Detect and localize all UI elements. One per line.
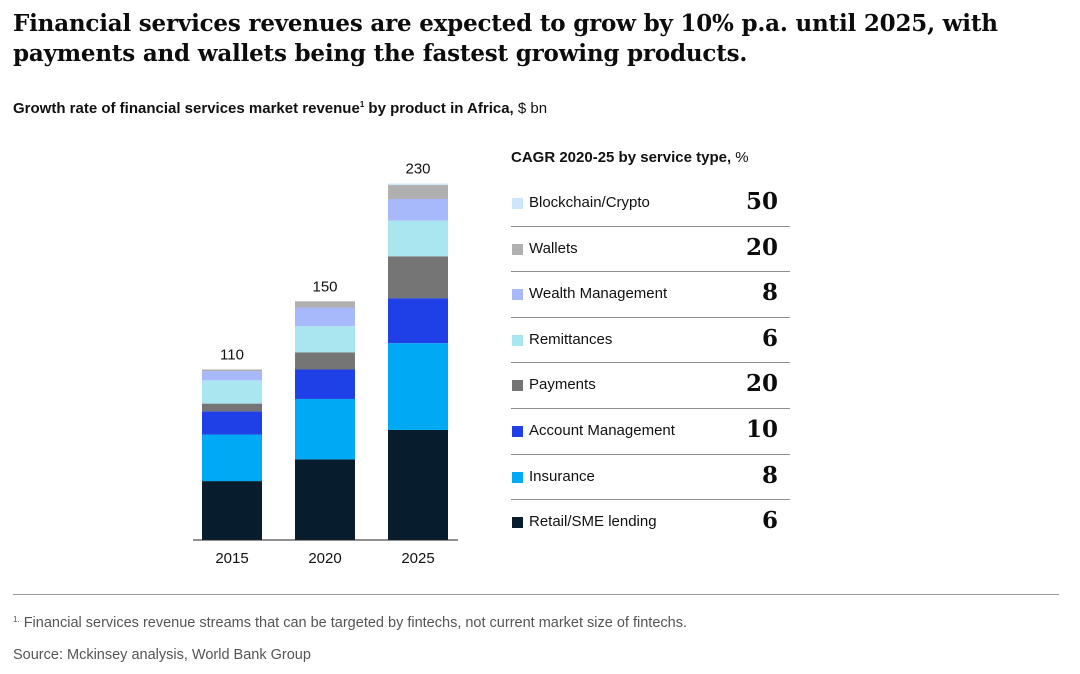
bar-total-label: 110 bbox=[220, 347, 244, 364]
bar-segment-2020-2 bbox=[295, 369, 355, 399]
legend-cagr-value: 50 bbox=[745, 188, 778, 215]
legend-swatch bbox=[512, 517, 523, 529]
bar-segment-2025-7 bbox=[388, 183, 448, 186]
footer-divider bbox=[13, 594, 1059, 595]
legend-title-text: CAGR 2020-25 by service type, bbox=[511, 149, 732, 166]
legend-row: Retail/SME lending 6 bbox=[511, 500, 790, 546]
legend-swatch bbox=[512, 198, 523, 209]
chart-headline: Financial services revenues are expected… bbox=[13, 10, 998, 67]
legend-row: Payments 20 bbox=[511, 363, 790, 409]
footnote-text: Financial services revenue streams that … bbox=[19, 615, 687, 631]
subtitle-text: Growth rate of financial services market… bbox=[13, 100, 360, 117]
legend-title-unit: % bbox=[731, 149, 749, 166]
footnote-mark: 1. bbox=[13, 615, 20, 624]
bar-segment-2015-0 bbox=[202, 481, 262, 540]
subtitle-footnote-mark: 1 bbox=[359, 100, 365, 109]
bar-segment-2020-5 bbox=[295, 307, 355, 327]
legend-swatch bbox=[512, 289, 523, 301]
legend-label: Wallets bbox=[529, 239, 578, 257]
subtitle-unit: $ bn bbox=[513, 100, 548, 117]
legend-row: Remittances 6 bbox=[511, 318, 790, 364]
legend-row: Account Management 10 bbox=[511, 409, 790, 455]
legend-swatch bbox=[512, 425, 523, 437]
legend-swatch bbox=[512, 243, 523, 255]
legend-row: Wallets 20 bbox=[511, 227, 790, 273]
bar-segment-2020-1 bbox=[295, 398, 355, 460]
bar-segment-2020-0 bbox=[295, 459, 355, 540]
bar-segment-2025-1 bbox=[388, 343, 448, 430]
legend-row: Wealth Management 8 bbox=[511, 272, 790, 318]
legend-swatch bbox=[512, 380, 523, 392]
legend-label: Blockchain/Crypto bbox=[529, 194, 650, 211]
legend-row: Blockchain/Crypto 50 bbox=[511, 181, 790, 227]
bar-segment-2015-4 bbox=[202, 380, 262, 404]
bar-segment-2025-4 bbox=[388, 220, 448, 257]
legend: Blockchain/Crypto 50 Wallets 20 Wealth Manag… bbox=[511, 181, 790, 546]
legend-label: Wealth Management bbox=[529, 285, 668, 303]
bar-segment-2020-6 bbox=[295, 301, 355, 308]
bar-total-label: 150 bbox=[312, 278, 337, 295]
x-tick-label: 2020 bbox=[308, 550, 341, 567]
legend-title: CAGR 2020-25 by service type, % bbox=[511, 148, 749, 168]
legend-label: Account Management bbox=[529, 421, 675, 439]
subtitle-suffix: by product in Africa, bbox=[364, 100, 514, 117]
legend-label: Retail/SME lending bbox=[529, 513, 657, 531]
bar-segment-2025-3 bbox=[388, 256, 448, 299]
legend-label: Remittances bbox=[529, 330, 613, 348]
bar-segment-2015-2 bbox=[202, 411, 262, 435]
labels-group: 110 2015 150 2020 230 2025 bbox=[215, 161, 434, 568]
legend-swatch bbox=[512, 471, 523, 483]
source-note: Source: Mckinsey analysis, World Bank Gr… bbox=[13, 647, 311, 663]
bars-group bbox=[202, 183, 448, 540]
bar-segment-2025-6 bbox=[388, 185, 448, 199]
bar-total-label: 230 bbox=[405, 161, 430, 178]
bar-segment-2015-6 bbox=[202, 369, 262, 372]
legend-cagr-value: 20 bbox=[745, 370, 778, 398]
bar-segment-2025-2 bbox=[388, 298, 448, 344]
legend-row: Insurance 8 bbox=[511, 455, 790, 501]
chart-subtitle: Growth rate of financial services market… bbox=[13, 95, 547, 119]
legend-cagr-value: 6 bbox=[761, 324, 778, 352]
x-tick-label: 2025 bbox=[401, 550, 434, 567]
bar-segment-2025-0 bbox=[388, 429, 448, 540]
bar-segment-2015-5 bbox=[202, 371, 262, 381]
bar-segment-2025-5 bbox=[388, 199, 448, 221]
bar-segment-2020-4 bbox=[295, 326, 355, 353]
legend-label: Insurance bbox=[529, 467, 595, 485]
bar-segment-2015-1 bbox=[202, 434, 262, 482]
legend-cagr-value: 10 bbox=[745, 415, 778, 443]
legend-cagr-value: 20 bbox=[745, 233, 778, 261]
legend-cagr-value: 6 bbox=[761, 507, 778, 535]
x-tick-label: 2015 bbox=[215, 550, 248, 567]
footnote: 1. Financial services revenue streams th… bbox=[13, 615, 687, 631]
legend-cagr-value: 8 bbox=[761, 279, 778, 307]
bar-segment-2020-3 bbox=[295, 352, 355, 370]
legend-swatch bbox=[512, 334, 523, 346]
bar-segment-2015-3 bbox=[202, 403, 262, 412]
legend-cagr-value: 8 bbox=[761, 461, 778, 489]
legend-label: Payments bbox=[529, 376, 596, 394]
